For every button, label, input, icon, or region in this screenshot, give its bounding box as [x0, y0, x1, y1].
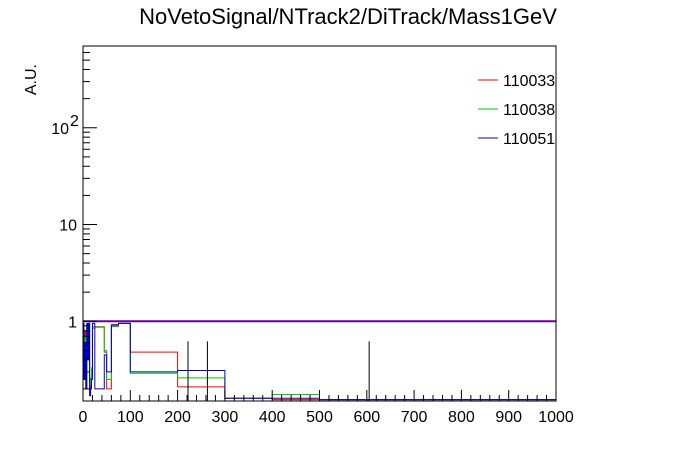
legend-label-110051: 110051 — [503, 131, 555, 148]
x-tick-label: 700 — [401, 409, 428, 426]
y-tick-exponent: 2 — [70, 113, 79, 130]
x-tick-label: 800 — [448, 409, 475, 426]
legend: 110033 110038 110051 — [478, 73, 555, 148]
y-axis-label: A.U. — [23, 64, 40, 95]
series-110051-line — [82, 322, 557, 401]
y-tick-label: 10 — [51, 121, 69, 138]
x-tick-label: 300 — [212, 409, 239, 426]
legend-label-110038: 110038 — [503, 102, 555, 119]
chart-title: NoVetoSignal/NTrack2/DiTrack/Mass1GeV — [139, 4, 557, 29]
x-tick-label: 600 — [353, 409, 380, 426]
x-tick-label: 100 — [117, 409, 144, 426]
x-tick-label: 500 — [306, 409, 333, 426]
series-110038-line — [82, 322, 557, 401]
series-110033-line — [82, 322, 557, 401]
y-tick-label: 1 — [68, 314, 77, 331]
x-tick-label: 0 — [79, 409, 88, 426]
x-tick-label: 200 — [164, 409, 191, 426]
x-tick-label: 900 — [495, 409, 522, 426]
x-tick-label: 1000 — [538, 409, 574, 426]
legend-label-110033: 110033 — [503, 73, 555, 90]
y-tick-label: 10 — [59, 218, 77, 235]
x-tick-label: 400 — [259, 409, 286, 426]
plot-frame — [82, 45, 557, 402]
